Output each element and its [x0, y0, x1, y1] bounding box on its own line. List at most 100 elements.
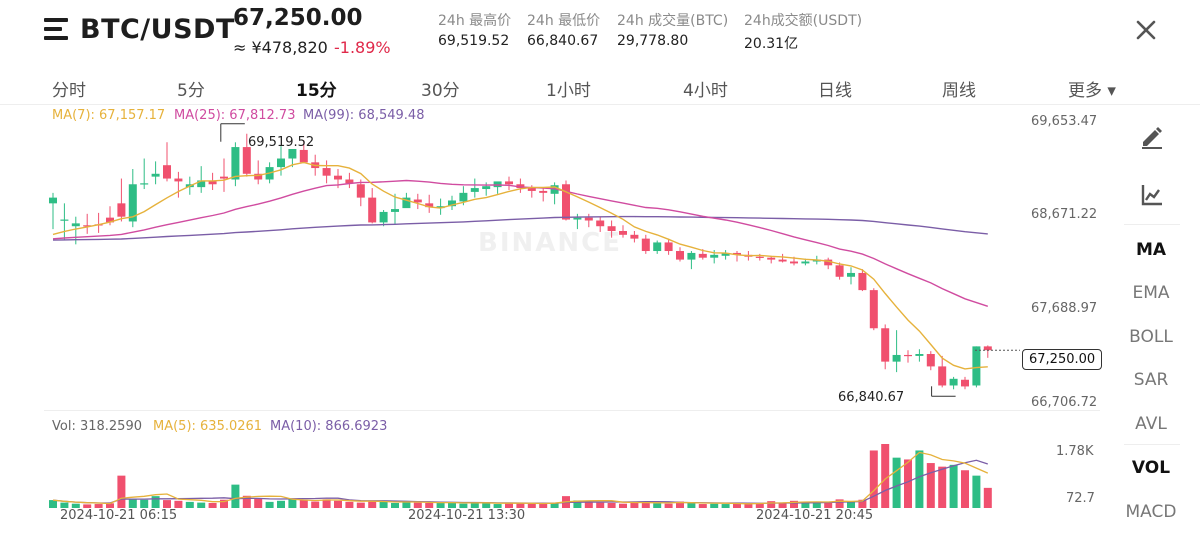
candle-body	[573, 217, 582, 220]
close-icon[interactable]	[1134, 18, 1158, 42]
ma25-line	[52, 179, 989, 307]
stat-high-value: 69,519.52	[438, 33, 510, 49]
candle-body	[801, 261, 810, 264]
candle-body	[949, 378, 958, 386]
candle-body	[242, 147, 251, 174]
volume-bar	[744, 503, 753, 508]
candle-body	[630, 234, 639, 239]
volume-bar	[858, 499, 867, 508]
indicator-ma[interactable]: MA	[1135, 240, 1167, 260]
volume-bar	[676, 501, 684, 508]
candle-body	[767, 257, 776, 260]
tab-1w[interactable]: 周线	[942, 81, 976, 101]
indicator-chart-icon[interactable]	[1138, 181, 1166, 209]
volume-bar	[459, 503, 468, 508]
candle-body	[288, 148, 297, 159]
tab-more[interactable]: 更多 ▾	[1068, 81, 1116, 101]
ma99-line	[52, 215, 988, 241]
candle-body	[664, 242, 673, 252]
volume-ma5-line	[52, 451, 989, 505]
volume-ma10-legend: MA(10): 866.6923	[270, 419, 388, 434]
candle-body	[653, 242, 662, 252]
volume-bar	[847, 501, 855, 508]
candle-body	[493, 181, 502, 188]
candle-body	[391, 209, 399, 212]
candle-body	[368, 197, 377, 223]
tab-1h[interactable]: 1小时	[546, 81, 591, 101]
candle-body	[299, 149, 308, 163]
low-price-marker: 66,840.67	[838, 390, 905, 405]
indicator-ema[interactable]: EMA	[1132, 283, 1170, 303]
volume-axis-label: 1.78K	[1056, 444, 1094, 459]
volume-bar	[322, 499, 331, 508]
draw-pen-icon[interactable]	[1138, 122, 1166, 150]
volume-bar	[755, 502, 764, 508]
indicator-vol[interactable]: VOL	[1131, 458, 1171, 478]
volume-bar	[242, 495, 251, 508]
indicator-avl[interactable]: AVL	[1135, 414, 1167, 434]
side-divider	[1124, 224, 1180, 225]
tab-30m[interactable]: 30分	[421, 81, 460, 101]
volume-bar	[197, 502, 206, 508]
candle-body	[904, 354, 912, 357]
volume-bar	[710, 503, 719, 508]
volume-bar	[824, 501, 833, 508]
candle-body	[83, 225, 92, 227]
indicator-sar[interactable]: SAR	[1133, 370, 1169, 390]
candle-body	[687, 252, 696, 260]
current-price-tag: 67,250.00	[1022, 349, 1103, 370]
indicator-macd[interactable]: MACD	[1125, 502, 1177, 522]
volume-bar	[163, 500, 171, 508]
tab-4h[interactable]: 4小时	[683, 81, 728, 101]
indicator-boll[interactable]: BOLL	[1129, 327, 1173, 347]
binance-watermark: BINANCE	[478, 228, 622, 258]
volume-bar	[140, 499, 149, 508]
volume-bar	[698, 504, 707, 508]
tab-1d[interactable]: 日线	[818, 81, 852, 101]
volume-bar	[983, 487, 992, 508]
volume-ma10-line	[52, 459, 989, 504]
candle-body	[858, 272, 867, 291]
volume-bar	[516, 503, 525, 508]
stat-volume-btc-value: 29,778.80	[617, 33, 689, 49]
last-price: 67,250.00	[233, 5, 363, 31]
candle-body	[596, 220, 605, 227]
volume-bar	[117, 475, 126, 508]
candle-body	[334, 175, 342, 180]
price-axis-label: 67,688.97	[1031, 301, 1098, 316]
candle-body	[71, 223, 80, 227]
price-axis-label: 68,671.22	[1031, 207, 1098, 222]
interval-tabs: 分时 5分 15分 30分 1小时 4小时 日线 周线 更多 ▾	[0, 76, 1200, 102]
ma7-legend: MA(7): 67,157.17	[52, 108, 166, 123]
candle-body	[49, 197, 57, 204]
candle-body	[619, 230, 627, 235]
high-price-marker: 69,519.52	[248, 135, 315, 150]
volume-bar	[778, 503, 787, 508]
candle-body	[641, 238, 650, 252]
volume-bar	[573, 500, 582, 508]
candle-body	[972, 346, 981, 386]
candle-body	[562, 184, 570, 220]
tab-5m[interactable]: 5分	[177, 81, 205, 101]
menu-icon[interactable]	[44, 18, 70, 42]
trading-pair-title[interactable]: BTC/USDT	[80, 14, 235, 45]
stat-volume-usdt-value: 20.31亿	[744, 36, 799, 52]
time-axis-label: 2024-10-21 06:15	[60, 508, 178, 523]
price-change: -1.89%	[334, 38, 391, 57]
candle-body	[527, 188, 536, 191]
side-divider	[1124, 444, 1180, 445]
candle-body	[60, 219, 69, 221]
volume-bar	[425, 502, 434, 508]
volume-bar	[220, 499, 228, 508]
candle-body	[881, 328, 890, 362]
tab-15m[interactable]: 15分	[296, 81, 337, 101]
volume-bar	[790, 500, 798, 508]
tab-time-sharing[interactable]: 分时	[52, 81, 86, 101]
stat-volume-usdt-label: 24h成交额(USDT)	[744, 13, 863, 29]
candle-body	[448, 200, 456, 207]
candle-body	[345, 179, 354, 184]
candle-body	[915, 354, 924, 356]
volume-bar	[596, 502, 605, 508]
volume-bar	[128, 498, 137, 508]
